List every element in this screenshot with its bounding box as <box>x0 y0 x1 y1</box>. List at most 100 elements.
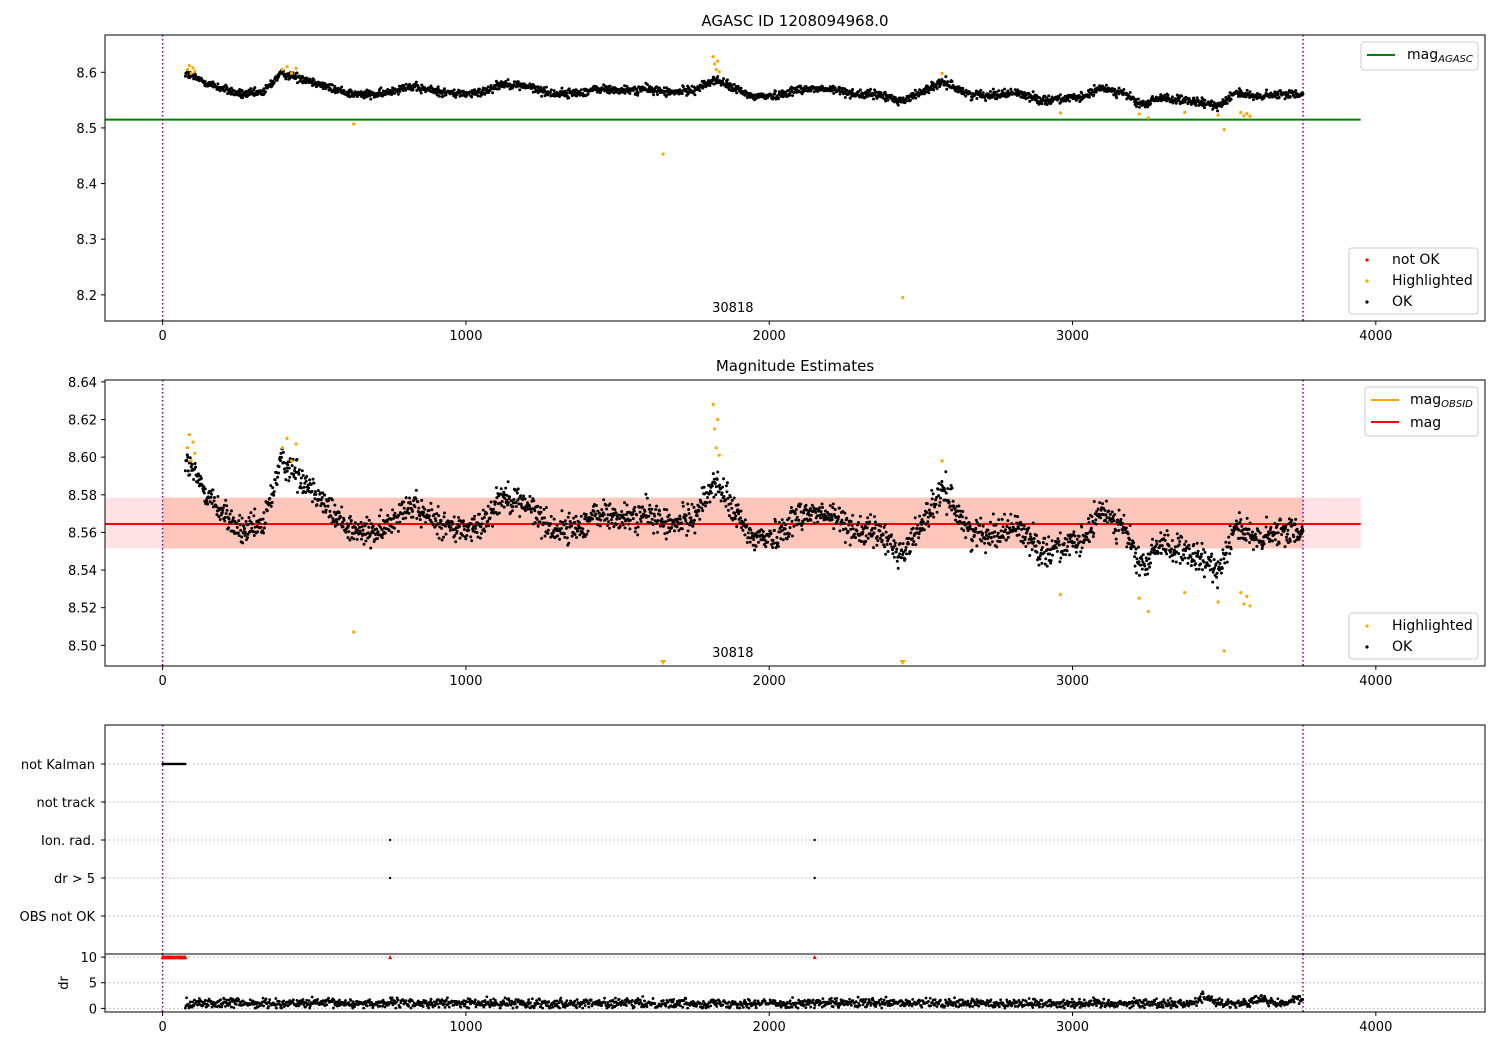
ok-point <box>635 87 639 91</box>
ok-point <box>1112 519 1116 523</box>
ok-point <box>1137 560 1141 564</box>
ok-point <box>1202 106 1206 110</box>
ok-point <box>723 498 727 502</box>
ok-point <box>486 519 490 523</box>
ok-point <box>211 488 215 492</box>
ok-point <box>1101 502 1105 506</box>
ok-point <box>598 524 602 528</box>
ok-point <box>1301 92 1305 96</box>
ok-point <box>1183 542 1187 546</box>
ok-point <box>1177 543 1181 547</box>
ok-point <box>575 529 579 533</box>
ok-point <box>767 534 771 538</box>
ok-point <box>1003 512 1007 516</box>
ok-point <box>804 503 808 507</box>
ok-point <box>1086 517 1090 521</box>
ok-point <box>722 477 726 481</box>
ok-point <box>1151 537 1155 541</box>
ok-point <box>1049 561 1053 565</box>
flag-point <box>813 876 816 880</box>
ok-point <box>1080 546 1084 550</box>
ok-point <box>1115 96 1119 100</box>
ok-point <box>872 531 876 535</box>
ok-point <box>475 531 479 535</box>
ok-point <box>831 506 835 510</box>
ok-point <box>454 540 458 544</box>
ok-point <box>1154 539 1158 543</box>
ok-point <box>423 507 427 511</box>
ok-point <box>486 85 490 89</box>
ok-point <box>935 510 939 514</box>
ok-point <box>1277 541 1281 545</box>
ok-point <box>556 534 560 538</box>
ok-point <box>469 535 473 539</box>
ok-point <box>1262 542 1266 546</box>
ok-point <box>753 548 757 552</box>
ok-point <box>579 514 583 518</box>
ok-point <box>904 99 908 103</box>
ok-point <box>361 528 365 532</box>
ok-point <box>680 521 684 525</box>
ok-point <box>635 521 639 525</box>
ok-point <box>1170 95 1174 99</box>
ok-point <box>577 521 581 525</box>
ok-point <box>949 483 953 487</box>
ok-point <box>856 520 860 524</box>
ok-point <box>240 535 244 539</box>
ok-point <box>850 523 854 527</box>
ok-point <box>404 496 408 500</box>
ok-point <box>1116 518 1120 522</box>
ok-point <box>367 518 371 522</box>
ok-point <box>772 528 776 532</box>
ok-point <box>854 536 858 540</box>
ok-point <box>951 499 955 503</box>
ok-point <box>1284 523 1288 527</box>
ok-point <box>936 487 940 491</box>
ok-point <box>689 516 693 520</box>
ok-point <box>1080 91 1084 95</box>
ok-point <box>223 516 227 520</box>
ok-point <box>733 517 737 521</box>
ok-point <box>573 520 577 524</box>
ok-point <box>253 507 257 511</box>
ok-point <box>1155 542 1159 546</box>
ok-point <box>969 91 973 95</box>
ok-point <box>861 530 865 534</box>
ok-point <box>367 525 371 529</box>
ok-point <box>555 523 559 527</box>
ok-point <box>527 504 531 508</box>
ok-point <box>837 515 841 519</box>
ok-point <box>1037 563 1041 567</box>
ok-point <box>1184 539 1188 543</box>
ok-point <box>265 509 269 513</box>
ok-point <box>871 97 875 101</box>
ok-point <box>183 74 187 78</box>
ok-point <box>365 88 369 92</box>
ok-point <box>1165 552 1169 556</box>
ok-point <box>628 527 632 531</box>
ok-point <box>250 526 254 530</box>
ok-point <box>1134 547 1138 551</box>
ok-point <box>272 80 276 84</box>
ok-point <box>1137 573 1141 577</box>
ok-point <box>510 509 514 513</box>
ok-point <box>271 486 275 490</box>
ok-point <box>1197 567 1201 571</box>
ok-point <box>1293 523 1297 527</box>
x-tick-label: 1000 <box>449 674 482 689</box>
ok-point <box>882 525 886 529</box>
ok-point <box>239 528 243 532</box>
ok-point <box>926 515 930 519</box>
agasc-points-legend: not OK Highlighted OK <box>1348 247 1479 315</box>
ok-point <box>360 525 364 529</box>
ok-point <box>678 517 682 521</box>
ok-point <box>227 526 231 530</box>
ok-point <box>1180 94 1184 98</box>
ok-point <box>771 545 775 549</box>
ok-point <box>229 86 233 90</box>
ok-point <box>1224 551 1228 555</box>
ok-point <box>323 493 327 497</box>
ok-point <box>299 481 303 485</box>
ok-point <box>715 477 719 481</box>
ok-point <box>1224 540 1228 544</box>
